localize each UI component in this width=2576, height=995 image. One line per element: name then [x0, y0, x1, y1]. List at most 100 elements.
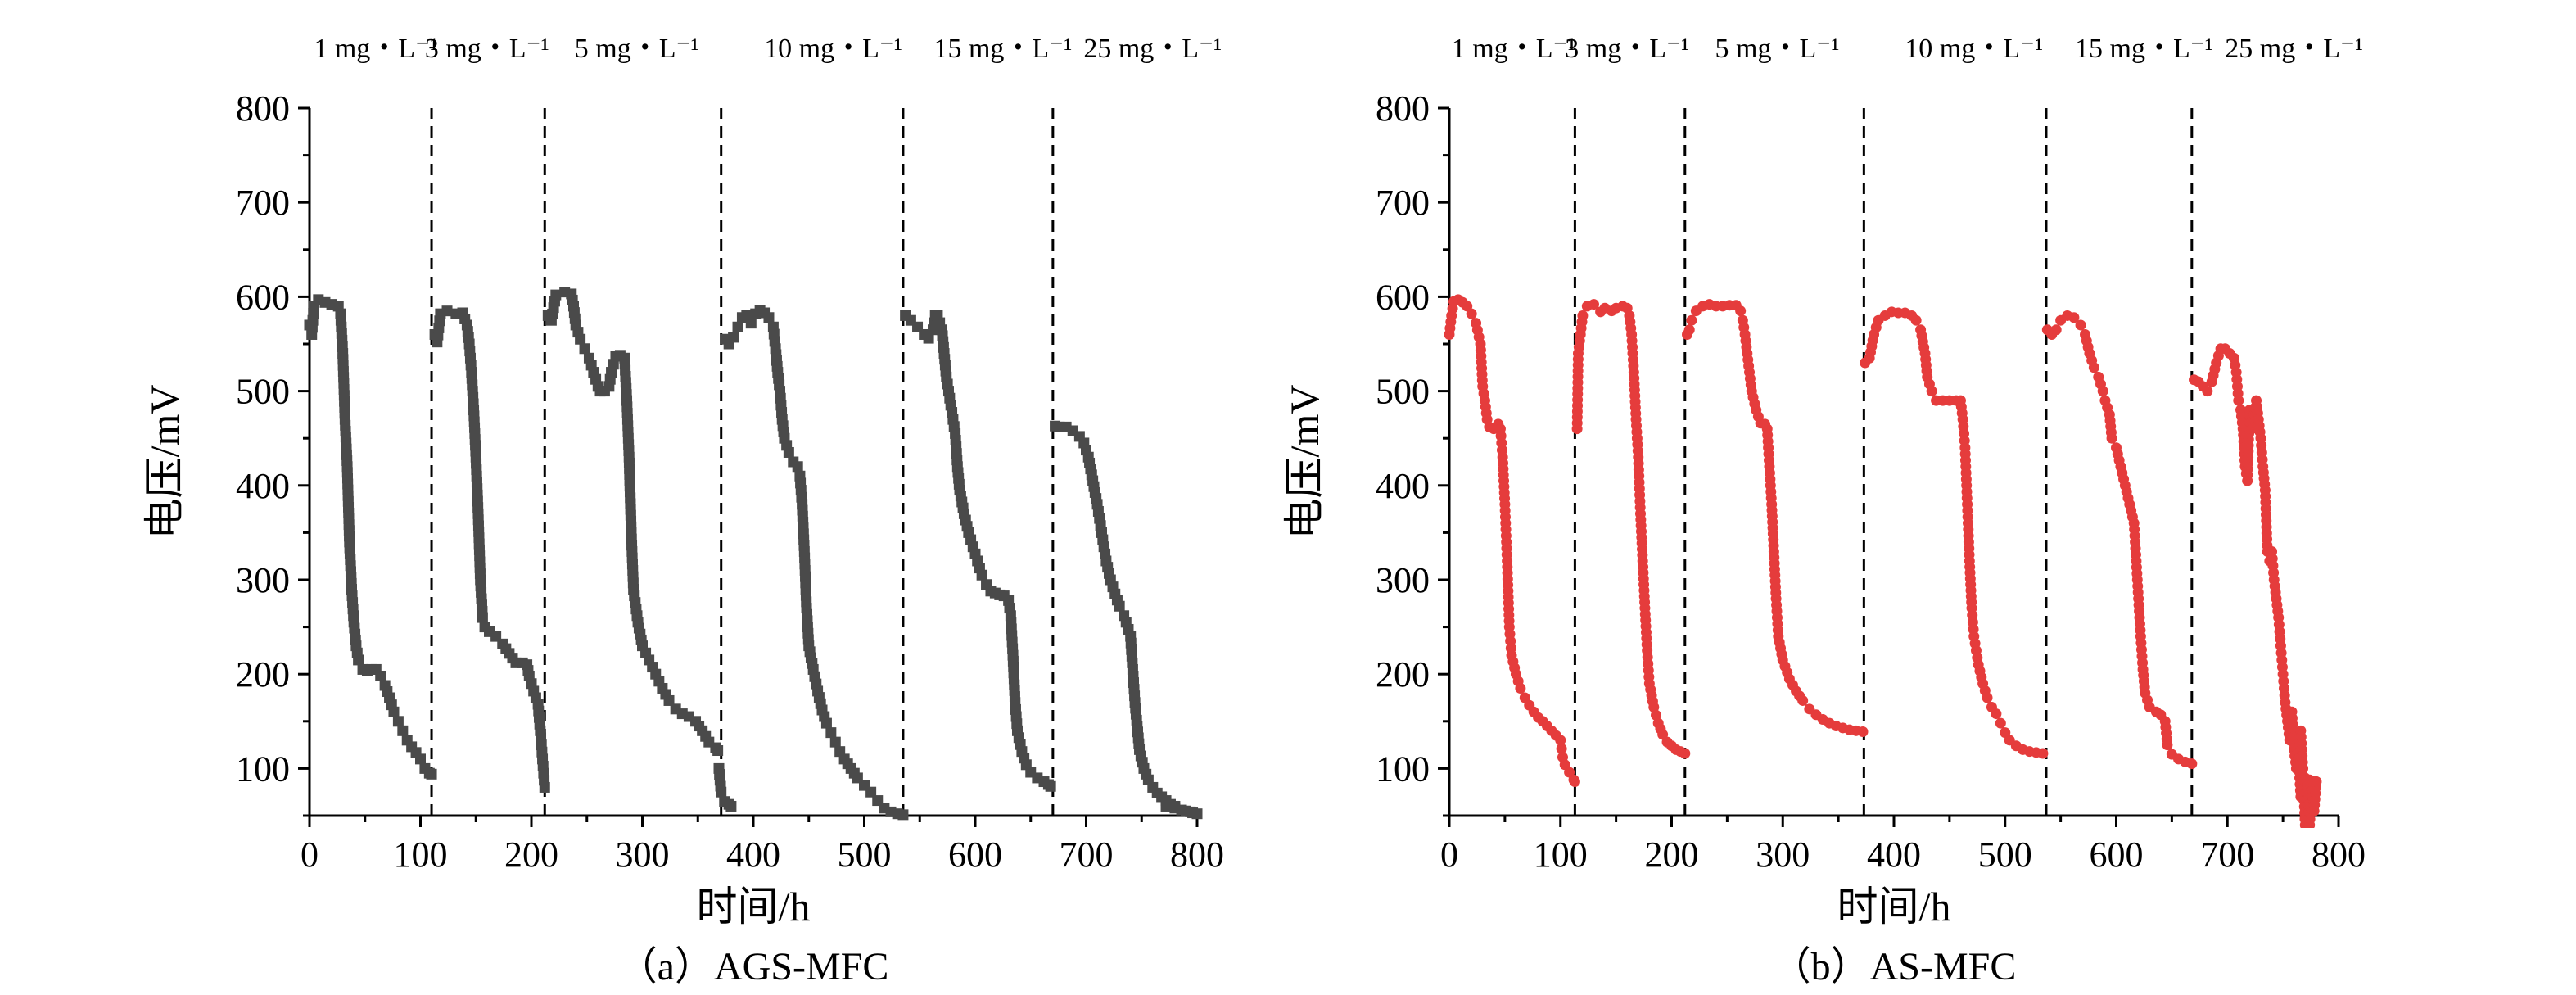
chart-b-data-point	[1982, 692, 1993, 703]
chart-b-data-point	[1683, 324, 1695, 336]
chart-b-data-point	[1926, 386, 1937, 397]
chart-a-data-point	[1045, 780, 1056, 792]
chart-b-data-point	[1679, 748, 1691, 759]
chart-a-y-axis-label: 电压/mV	[142, 385, 188, 540]
chart-a-series-line	[434, 310, 546, 788]
chart-a-caption: （a）AGS-MFC	[618, 945, 889, 988]
chart-a-data-point	[732, 321, 743, 332]
chart-a-data-point	[550, 289, 562, 301]
chart-a-x-tick-label: 600	[948, 834, 1002, 875]
chart-asmfc: 0 100 200 300 400 500 600 700 800 100 200 300 400 500…	[1281, 34, 2366, 988]
chart-b-x-tick-label: 200	[1645, 834, 1699, 875]
chart-b-x-axis-label: 时间/h	[1837, 884, 1951, 929]
chart-a-data-point	[539, 781, 550, 793]
chart-b-data-point	[2097, 386, 2108, 397]
chart-a-concentration-label: 10 mg・L⁻¹	[764, 34, 902, 64]
chart-a-x-tick-label: 200	[504, 834, 558, 875]
chart-a-x-tick-label: 0	[301, 834, 319, 875]
chart-a-data-point	[426, 768, 437, 780]
chart-b-data-point	[2233, 395, 2244, 406]
chart-a-data-point	[923, 332, 934, 344]
chart-b-x-tick-label: 300	[1756, 834, 1810, 875]
chart-a-y-tick-label: 700	[236, 183, 290, 223]
chart-a-series-line	[1055, 425, 1176, 807]
chart-a-x-tick-label: 400	[726, 834, 780, 875]
chart-a-data-point	[579, 343, 590, 355]
chart-b-series-line	[1448, 298, 1576, 783]
chart-b-concentration-label: 1 mg・L⁻¹	[1452, 34, 1576, 64]
chart-a-data-point	[608, 359, 619, 370]
chart-b-data-point	[1686, 314, 1697, 326]
chart-a-data-point	[712, 745, 724, 757]
chart-a-x-tick-label: 300	[616, 834, 670, 875]
chart-b-x-tick-label: 600	[2090, 834, 2144, 875]
chart-b-data-point	[1650, 709, 1661, 721]
chart-b-x-tick-label: 400	[1867, 834, 1921, 875]
chart-a-concentration-label: 15 mg・L⁻¹	[933, 34, 1072, 64]
chart-b-concentration-label: 25 mg・L⁻¹	[2225, 34, 2363, 64]
chart-b-data-point	[1555, 735, 1566, 746]
chart-a-data-point	[1160, 800, 1172, 812]
chart-a-data-point	[792, 461, 803, 473]
chart-a-x-tick-label: 800	[1170, 834, 1224, 875]
chart-a-x-axis-label: 时间/h	[697, 884, 811, 929]
chart-b-data-point	[1588, 299, 1599, 310]
chart-a-x-tick-label: 500	[838, 834, 892, 875]
chart-a-series-line	[309, 298, 432, 776]
chart-b-data-point	[1797, 694, 1809, 706]
chart-b-data-point	[1857, 726, 1869, 737]
chart-a-data-point	[392, 716, 404, 727]
chart-b-data-point	[2050, 324, 2062, 336]
chart-a-data-point	[783, 446, 794, 458]
chart-a-data-point	[825, 727, 837, 739]
chart-b-data-point	[1735, 305, 1747, 317]
chart-b-y-tick-label: 600	[1376, 277, 1430, 317]
chart-a-y-tick-label: 400	[236, 466, 290, 506]
chart-b-data-point	[1910, 314, 1922, 326]
chart-a-data-point	[575, 333, 586, 345]
chart-a-x-tick-label: 700	[1060, 834, 1114, 875]
chart-b-data-point	[1466, 308, 1477, 319]
chart-b-y-axis-label: 电压/mV	[1281, 385, 1327, 540]
chart-b-data-point	[2311, 776, 2322, 788]
chart-a-concentration-label: 25 mg・L⁻¹	[1083, 34, 1222, 64]
chart-b-data-point	[2202, 386, 2213, 397]
chart-b-data-point	[1991, 708, 2002, 720]
chart-b-y-tick-label: 500	[1376, 372, 1430, 412]
chart-a-y-tick-label: 500	[236, 372, 290, 412]
chart-b-series-line	[1864, 310, 2044, 754]
chart-a-data-point	[725, 800, 737, 812]
chart-a-data-point	[829, 736, 841, 748]
chart-b-x-tick-label: 0	[1440, 834, 1458, 875]
chart-a-data-point	[897, 809, 909, 821]
chart-a-data-point	[865, 786, 877, 798]
chart-a-y-tick-label: 200	[236, 654, 290, 694]
chart-b-data-point	[1515, 682, 1526, 694]
chart-a-data-point	[716, 786, 727, 798]
chart-b-data-point	[1995, 717, 2006, 729]
chart-b-x-tick-label: 800	[2312, 834, 2366, 875]
chart-b-series	[1444, 294, 2322, 828]
chart-a-concentration-label: 1 mg・L⁻¹	[314, 34, 438, 64]
chart-b-x-tick-label: 100	[1534, 834, 1588, 875]
chart-agsmfc: 0 100 200 300 400 500 600 700 800 100 200 300 400 500…	[142, 34, 1224, 988]
chart-b-data-point	[2186, 758, 2198, 770]
chart-a-data-point	[1114, 600, 1125, 612]
chart-a-data-point	[663, 694, 675, 706]
chart-b-data-point	[2037, 748, 2049, 759]
chart-b-caption: （b）AS-MFC	[1772, 945, 2017, 988]
chart-a-y-tick-label: 100	[236, 749, 290, 789]
chart-a-concentration-label: 5 mg・L⁻¹	[575, 34, 699, 64]
chart-a-data-point	[375, 671, 386, 682]
chart-b-concentration-label: 10 mg・L⁻¹	[1905, 34, 2043, 64]
chart-b-y-tick-label: 700	[1376, 183, 1430, 223]
chart-b-concentration-label: 15 mg・L⁻¹	[2075, 34, 2213, 64]
chart-b-x-tick-label: 500	[1978, 834, 2032, 875]
chart-a-data-point	[1191, 808, 1203, 820]
chart-b-y-tick-label: 800	[1376, 88, 1430, 129]
chart-a-y-tick-label: 800	[236, 88, 290, 129]
chart-a-series	[304, 287, 1203, 821]
chart-b-data-point	[1577, 310, 1589, 321]
chart-b-y-tick-label: 400	[1376, 466, 1430, 506]
